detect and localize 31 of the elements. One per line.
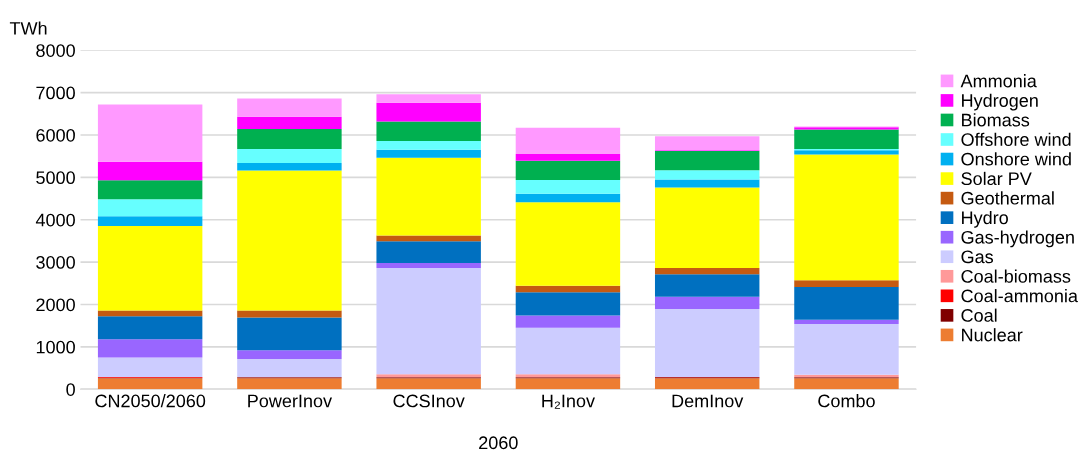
x-tick-label: Combo bbox=[818, 394, 875, 408]
legend-label: Offshore wind bbox=[961, 132, 1071, 146]
legend-label: Coal-ammonia bbox=[961, 289, 1078, 303]
legend-label: Solar PV bbox=[961, 171, 1032, 186]
y-tick-label: 2000 bbox=[36, 298, 75, 312]
legend-label: Gas bbox=[961, 250, 994, 264]
y-tick-label: 1000 bbox=[36, 340, 75, 354]
legend-label: Biomass bbox=[962, 113, 1030, 127]
x-axis-title: 2060 bbox=[479, 436, 518, 450]
y-tick-label: 5000 bbox=[36, 171, 75, 185]
legend-label: Coal-biomass bbox=[961, 269, 1071, 283]
legend-label: Geothermal bbox=[961, 191, 1054, 205]
legend-label: Hydro bbox=[962, 210, 1008, 228]
legend-label: Nuclear bbox=[962, 328, 1023, 342]
x-tick-label: H₂Inov bbox=[542, 394, 595, 409]
legend-label: Hydrogen bbox=[962, 93, 1038, 111]
y-tick-label: 6000 bbox=[36, 128, 75, 142]
y-tick-label: 0 bbox=[66, 383, 75, 396]
y-axis-title: TWh bbox=[9, 21, 47, 35]
y-tick-label: 3000 bbox=[36, 256, 75, 269]
x-tick-label: CCSInov bbox=[393, 394, 465, 408]
legend-label: Onshore wind bbox=[961, 152, 1071, 166]
x-tick-label: CN2050/2060 bbox=[95, 394, 206, 408]
legend-label: Gas-hydrogen bbox=[961, 230, 1074, 248]
y-tick-label: 8000 bbox=[36, 44, 75, 57]
legend-label: Coal bbox=[961, 308, 997, 322]
legend-label: Ammonia bbox=[960, 74, 1037, 88]
x-tick-label: PowerInov bbox=[248, 394, 332, 408]
x-tick-label: DemInov bbox=[672, 394, 744, 408]
y-tick-label: 4000 bbox=[35, 213, 75, 227]
y-tick-label: 7000 bbox=[36, 86, 75, 100]
